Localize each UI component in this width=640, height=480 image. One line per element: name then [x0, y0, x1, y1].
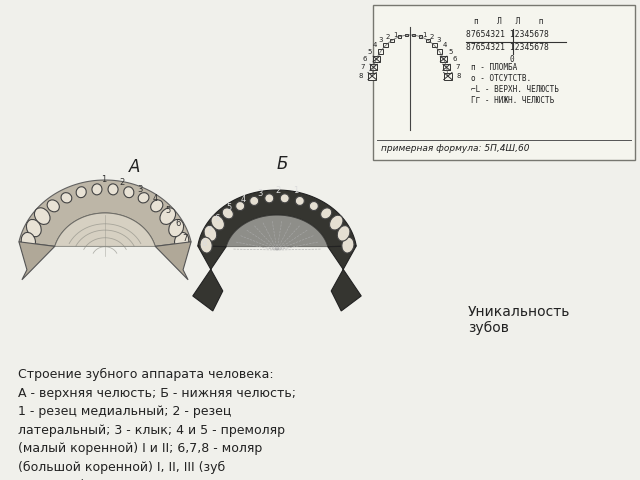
Bar: [412, 34, 415, 36]
Ellipse shape: [175, 232, 189, 250]
Text: 6: 6: [452, 56, 457, 62]
Ellipse shape: [337, 226, 350, 241]
Text: 1: 1: [101, 175, 106, 184]
Polygon shape: [55, 213, 156, 246]
Text: примерная формула: 5П,4Ш,60: примерная формула: 5П,4Ш,60: [381, 144, 529, 153]
Polygon shape: [198, 190, 356, 247]
Polygon shape: [156, 242, 191, 280]
Text: 7: 7: [456, 64, 460, 70]
Bar: [370, 64, 377, 70]
Bar: [390, 38, 394, 42]
Text: 7: 7: [360, 64, 365, 70]
Text: 6: 6: [175, 219, 181, 228]
Text: 4: 4: [153, 194, 158, 203]
Text: 2: 2: [429, 34, 434, 40]
Text: 3: 3: [257, 189, 263, 198]
Text: 6: 6: [215, 214, 220, 223]
Text: п - ПЛОМБА: п - ПЛОМБА: [471, 63, 517, 72]
Text: Строение зубного аппарата человека:
А - верхняя челюсть; Б - нижняя челюсть;
1 -: Строение зубного аппарата человека: А - …: [18, 368, 296, 480]
Text: 87654321 12345678: 87654321 12345678: [466, 43, 549, 52]
Text: 1: 1: [393, 32, 397, 38]
Bar: [443, 64, 450, 70]
Text: 0: 0: [510, 55, 515, 64]
Text: 7: 7: [182, 234, 188, 243]
Ellipse shape: [92, 184, 102, 195]
Ellipse shape: [295, 196, 304, 205]
Text: 4: 4: [372, 42, 377, 48]
Ellipse shape: [200, 237, 212, 253]
Ellipse shape: [309, 202, 318, 211]
Ellipse shape: [236, 202, 244, 211]
Bar: [431, 43, 436, 47]
Text: 3: 3: [137, 184, 143, 193]
Bar: [383, 43, 388, 47]
Ellipse shape: [280, 194, 289, 203]
Text: 2: 2: [275, 186, 280, 195]
Text: о - ОТСУТСТВ.: о - ОТСУТСТВ.: [471, 74, 531, 83]
Text: 4: 4: [443, 42, 447, 48]
Ellipse shape: [211, 215, 225, 230]
Text: 1: 1: [422, 32, 427, 38]
Text: 4: 4: [241, 195, 246, 204]
Bar: [397, 36, 401, 38]
Ellipse shape: [108, 184, 118, 195]
Text: 2: 2: [120, 178, 125, 187]
Text: 5: 5: [449, 48, 452, 55]
Ellipse shape: [61, 192, 72, 203]
Text: 7: 7: [206, 226, 212, 235]
Bar: [419, 36, 422, 38]
Ellipse shape: [124, 187, 134, 198]
Polygon shape: [193, 246, 226, 311]
Ellipse shape: [138, 192, 149, 203]
Bar: [440, 56, 447, 62]
Ellipse shape: [150, 200, 163, 212]
Bar: [373, 56, 380, 62]
Ellipse shape: [35, 208, 50, 225]
Ellipse shape: [160, 208, 175, 225]
Ellipse shape: [204, 226, 217, 241]
Text: А: А: [129, 158, 141, 176]
Polygon shape: [226, 215, 328, 247]
Ellipse shape: [26, 219, 41, 237]
Text: ⌐L - ВЕРХН. ЧЕЛЮСТЬ: ⌐L - ВЕРХН. ЧЕЛЮСТЬ: [471, 85, 559, 94]
Bar: [373, 5, 635, 160]
Bar: [368, 72, 376, 80]
Text: 87654321 12345678: 87654321 12345678: [466, 30, 549, 39]
Ellipse shape: [76, 187, 86, 198]
Ellipse shape: [47, 200, 60, 212]
Text: 2: 2: [386, 34, 390, 40]
Ellipse shape: [330, 215, 343, 230]
Polygon shape: [19, 180, 191, 246]
Bar: [426, 38, 429, 42]
Text: 1: 1: [293, 186, 298, 195]
Text: п    Л   Л    п: п Л Л п: [474, 17, 543, 26]
Text: 6: 6: [363, 56, 367, 62]
Text: ГΓ - НИЖН. ЧЕЛЮСТЬ: ГΓ - НИЖН. ЧЕЛЮСТЬ: [471, 96, 554, 105]
Text: 8: 8: [457, 73, 461, 79]
Text: 5: 5: [227, 203, 232, 212]
Bar: [405, 34, 408, 36]
Polygon shape: [328, 246, 361, 311]
Text: 3: 3: [436, 37, 441, 43]
Text: 5: 5: [166, 205, 171, 215]
Bar: [436, 49, 442, 54]
Ellipse shape: [265, 194, 274, 203]
Bar: [378, 49, 383, 54]
Text: Уникальность
зубов: Уникальность зубов: [468, 305, 570, 336]
Ellipse shape: [342, 237, 354, 253]
Text: 8: 8: [201, 239, 207, 248]
Ellipse shape: [321, 208, 332, 219]
Text: 5: 5: [367, 48, 372, 55]
Ellipse shape: [222, 208, 234, 219]
Text: 3: 3: [379, 37, 383, 43]
Ellipse shape: [250, 196, 259, 205]
Ellipse shape: [169, 219, 184, 237]
Polygon shape: [19, 242, 55, 280]
Bar: [444, 72, 452, 80]
Ellipse shape: [21, 232, 35, 250]
Text: 8: 8: [358, 73, 363, 79]
Text: Б: Б: [276, 155, 288, 173]
